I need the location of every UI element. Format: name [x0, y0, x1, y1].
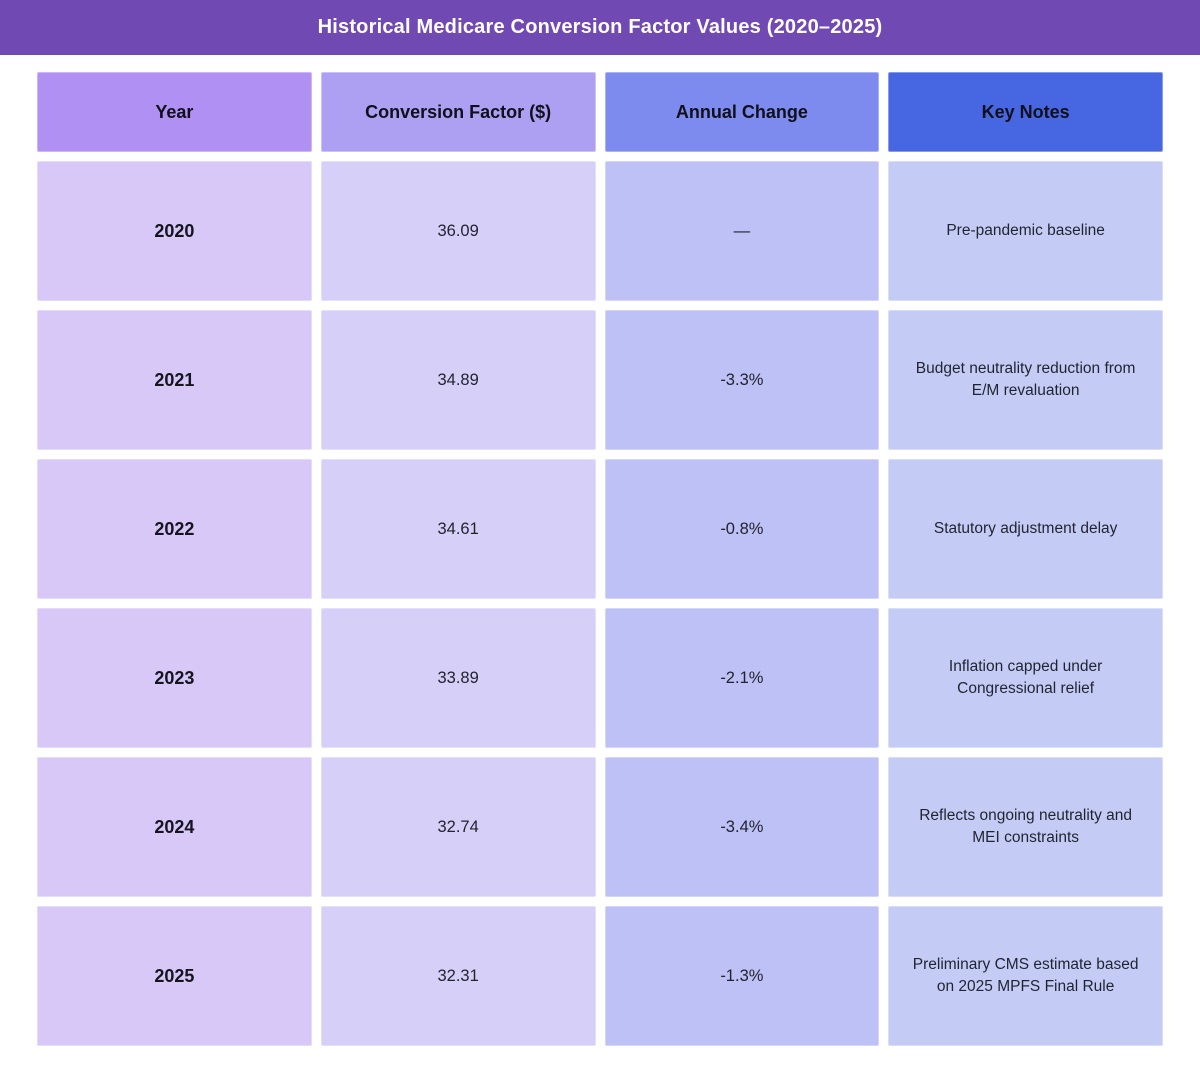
factor-cell: 34.61 [320, 459, 596, 599]
year-cell: 2020 [37, 161, 312, 301]
notes-cell: Reflects ongoing neutrality and MEI cons… [888, 757, 1163, 897]
column-header-year: Year [37, 72, 312, 152]
change-cell: -3.4% [604, 757, 880, 897]
column-header-notes: Key Notes [888, 72, 1163, 152]
change-cell: -3.3% [604, 310, 880, 450]
year-cell: 2024 [37, 757, 312, 897]
change-cell: -1.3% [604, 906, 880, 1046]
year-cell: 2022 [37, 459, 312, 599]
column-header-change: Annual Change [604, 72, 880, 152]
page-title: Historical Medicare Conversion Factor Va… [317, 16, 883, 38]
notes-cell: Pre-pandemic baseline [888, 161, 1163, 301]
factor-cell: 34.89 [320, 310, 596, 450]
change-cell: -2.1% [604, 608, 880, 748]
factor-cell: 32.74 [320, 757, 596, 897]
notes-cell: Preliminary CMS estimate based on 2025 M… [888, 906, 1163, 1046]
notes-cell: Statutory adjustment delay [888, 459, 1163, 599]
factor-cell: 32.31 [320, 906, 596, 1046]
year-cell: 2021 [37, 310, 312, 450]
title-bar: Historical Medicare Conversion Factor Va… [0, 0, 1200, 55]
conversion-factor-table: Year Conversion Factor ($) Annual Change… [37, 72, 1163, 1046]
factor-cell: 36.09 [320, 161, 596, 301]
factor-cell: 33.89 [320, 608, 596, 748]
notes-cell: Budget neutrality reduction from E/M rev… [888, 310, 1163, 450]
year-cell: 2023 [37, 608, 312, 748]
column-header-factor: Conversion Factor ($) [320, 72, 596, 152]
year-cell: 2025 [37, 906, 312, 1046]
change-cell: — [604, 161, 880, 301]
notes-cell: Inflation capped under Congressional rel… [888, 608, 1163, 748]
change-cell: -0.8% [604, 459, 880, 599]
